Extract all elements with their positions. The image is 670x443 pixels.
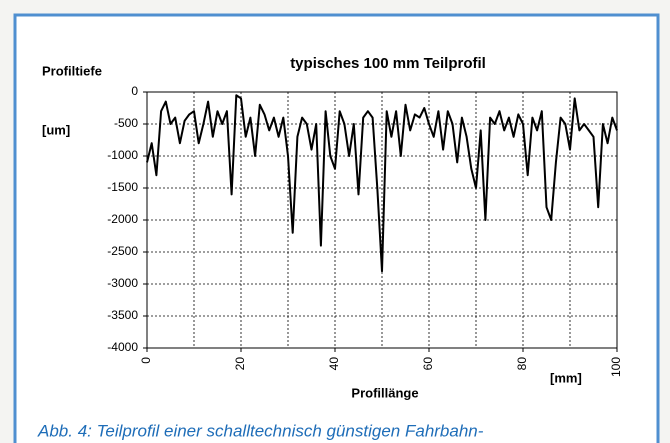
y-tick-label: -4000: [107, 340, 138, 354]
y-tick-label: -1000: [107, 148, 138, 162]
y-tick-label: -3000: [107, 276, 138, 290]
chart-title: typisches 100 mm Teilprofil: [290, 55, 486, 72]
y-tick-label: -1500: [107, 180, 138, 194]
y-tick-label: -500: [114, 116, 138, 130]
x-tick-label: 100: [609, 357, 623, 377]
y-axis-label: Profiltiefe: [42, 63, 102, 78]
y-tick-label: 0: [131, 84, 138, 98]
x-tick-label: 80: [515, 357, 529, 371]
y-unit: [um]: [42, 122, 70, 137]
caption: Abb. 4: Teilprofil einer schalltechnisch…: [37, 421, 484, 440]
x-tick-label: 0: [139, 357, 153, 364]
x-tick-label: 40: [327, 357, 341, 371]
y-tick-label: -2000: [107, 212, 138, 226]
x-tick-label: 20: [233, 357, 247, 371]
y-tick-label: -2500: [107, 244, 138, 258]
x-axis-label: Profillänge: [351, 385, 418, 400]
y-tick-label: -3500: [107, 308, 138, 322]
profile-line: [146, 94, 618, 273]
x-unit: [mm]: [550, 370, 582, 385]
x-tick-label: 60: [421, 357, 435, 371]
